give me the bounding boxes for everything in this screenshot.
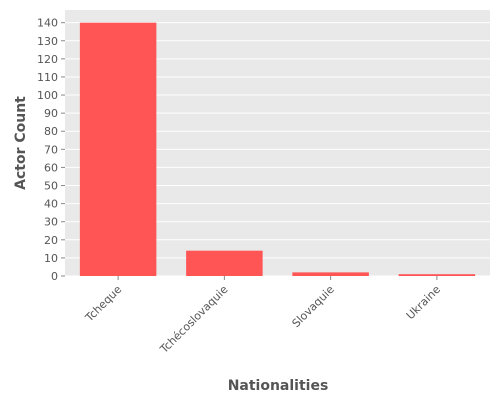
- x-tick-label: Ukraine: [404, 283, 443, 322]
- bar-ukraine: [398, 274, 476, 276]
- bar-tcheque: [79, 22, 157, 276]
- x-tick-label: Slovaquie: [290, 283, 337, 330]
- y-tick-labels: 0 10 20 30 40 50 60 70 80 90 100 110 120 130 140: [37, 17, 65, 283]
- bar-tchecoslovaquie: [186, 250, 263, 276]
- y-tick-label: 20: [44, 234, 58, 247]
- y-tick-label: 90: [44, 107, 58, 120]
- y-axis-title: Actor Count: [13, 96, 29, 190]
- y-tick-label: 100: [37, 89, 58, 102]
- y-tick-label: 80: [44, 125, 58, 138]
- y-tick-label: 50: [44, 180, 58, 193]
- y-tick-label: 140: [37, 17, 58, 30]
- bar-slovaquie: [292, 272, 369, 276]
- bars: [79, 22, 476, 276]
- y-tick-label: 60: [44, 161, 58, 174]
- y-tick-label: 120: [37, 53, 58, 66]
- x-tick-labels: Tcheque Tchécoslovaquie Slovaquie Ukraine: [82, 276, 443, 356]
- y-tick-label: 70: [44, 143, 58, 156]
- y-tick-label: 0: [51, 270, 58, 283]
- x-axis-title: Nationalities: [228, 378, 329, 394]
- x-tick-label: Tchécoslovaquie: [157, 283, 231, 357]
- x-tick-label: Tcheque: [82, 283, 124, 325]
- y-tick-label: 110: [37, 71, 58, 84]
- y-tick-label: 10: [44, 252, 58, 265]
- y-tick-label: 40: [44, 198, 58, 211]
- y-tick-label: 130: [37, 35, 58, 48]
- y-tick-label: 30: [44, 216, 58, 229]
